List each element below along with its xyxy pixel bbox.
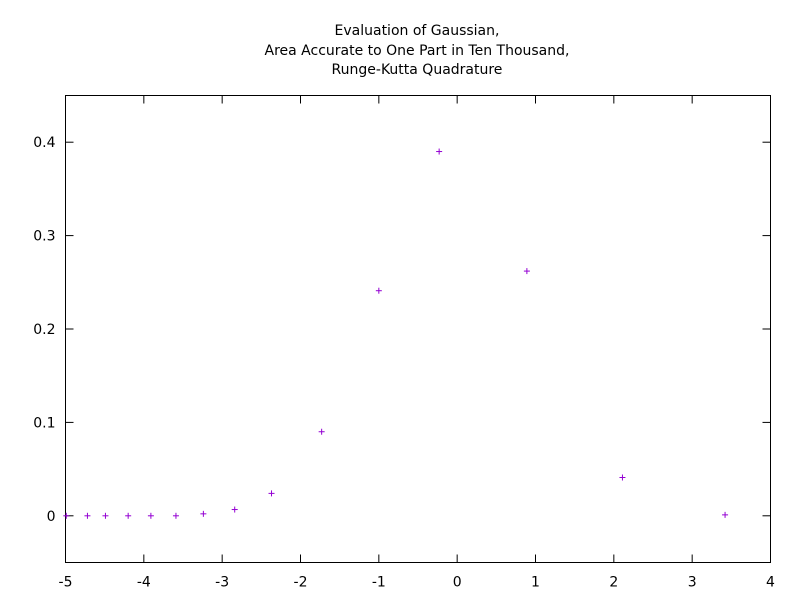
plot-border <box>65 95 771 563</box>
data-point <box>147 512 154 519</box>
data-point <box>125 512 132 519</box>
chart-title-line-2: Area Accurate to One Part in Ten Thousan… <box>265 43 570 59</box>
data-point <box>231 506 238 513</box>
chart-title-line-3: Runge-Kutta Quadrature <box>332 62 503 78</box>
data-point <box>268 490 275 497</box>
data-point <box>375 287 382 294</box>
x-axis: -5 -4 -3 -2 -1 0 1 2 3 4 <box>59 95 775 591</box>
x-tick-label: 2 <box>609 575 618 591</box>
x-tick-label: 4 <box>766 575 775 591</box>
y-tick-label: 0 <box>47 509 56 525</box>
x-tick-label: -1 <box>372 575 386 591</box>
y-tick-label: 0.1 <box>33 415 55 431</box>
x-tick-label: 0 <box>453 575 462 591</box>
x-tick-label: -2 <box>294 575 308 591</box>
y-tick-label: 0.3 <box>33 229 55 245</box>
y-axis: 0 0.1 0.2 0.3 0.4 <box>33 135 771 525</box>
x-tick-label: -5 <box>59 575 73 591</box>
x-tick-label: 1 <box>531 575 540 591</box>
data-point <box>63 512 70 519</box>
x-tick-label: -3 <box>215 575 229 591</box>
data-point <box>318 428 325 435</box>
data-point <box>172 512 179 519</box>
chart-title-line-1: Evaluation of Gaussian, <box>335 23 500 39</box>
y-tick-label: 0.2 <box>33 322 55 338</box>
data-point <box>102 512 109 519</box>
data-point <box>200 510 207 517</box>
data-point <box>523 268 530 275</box>
data-point <box>436 148 443 155</box>
data-point <box>722 511 729 518</box>
x-tick-label: 3 <box>688 575 697 591</box>
data-point <box>619 474 626 481</box>
data-points <box>63 148 729 519</box>
y-tick-label: 0.4 <box>33 135 55 151</box>
x-tick-label: -4 <box>137 575 151 591</box>
data-point <box>84 512 91 519</box>
chart-title: Evaluation of Gaussian, Area Accurate to… <box>265 23 570 78</box>
